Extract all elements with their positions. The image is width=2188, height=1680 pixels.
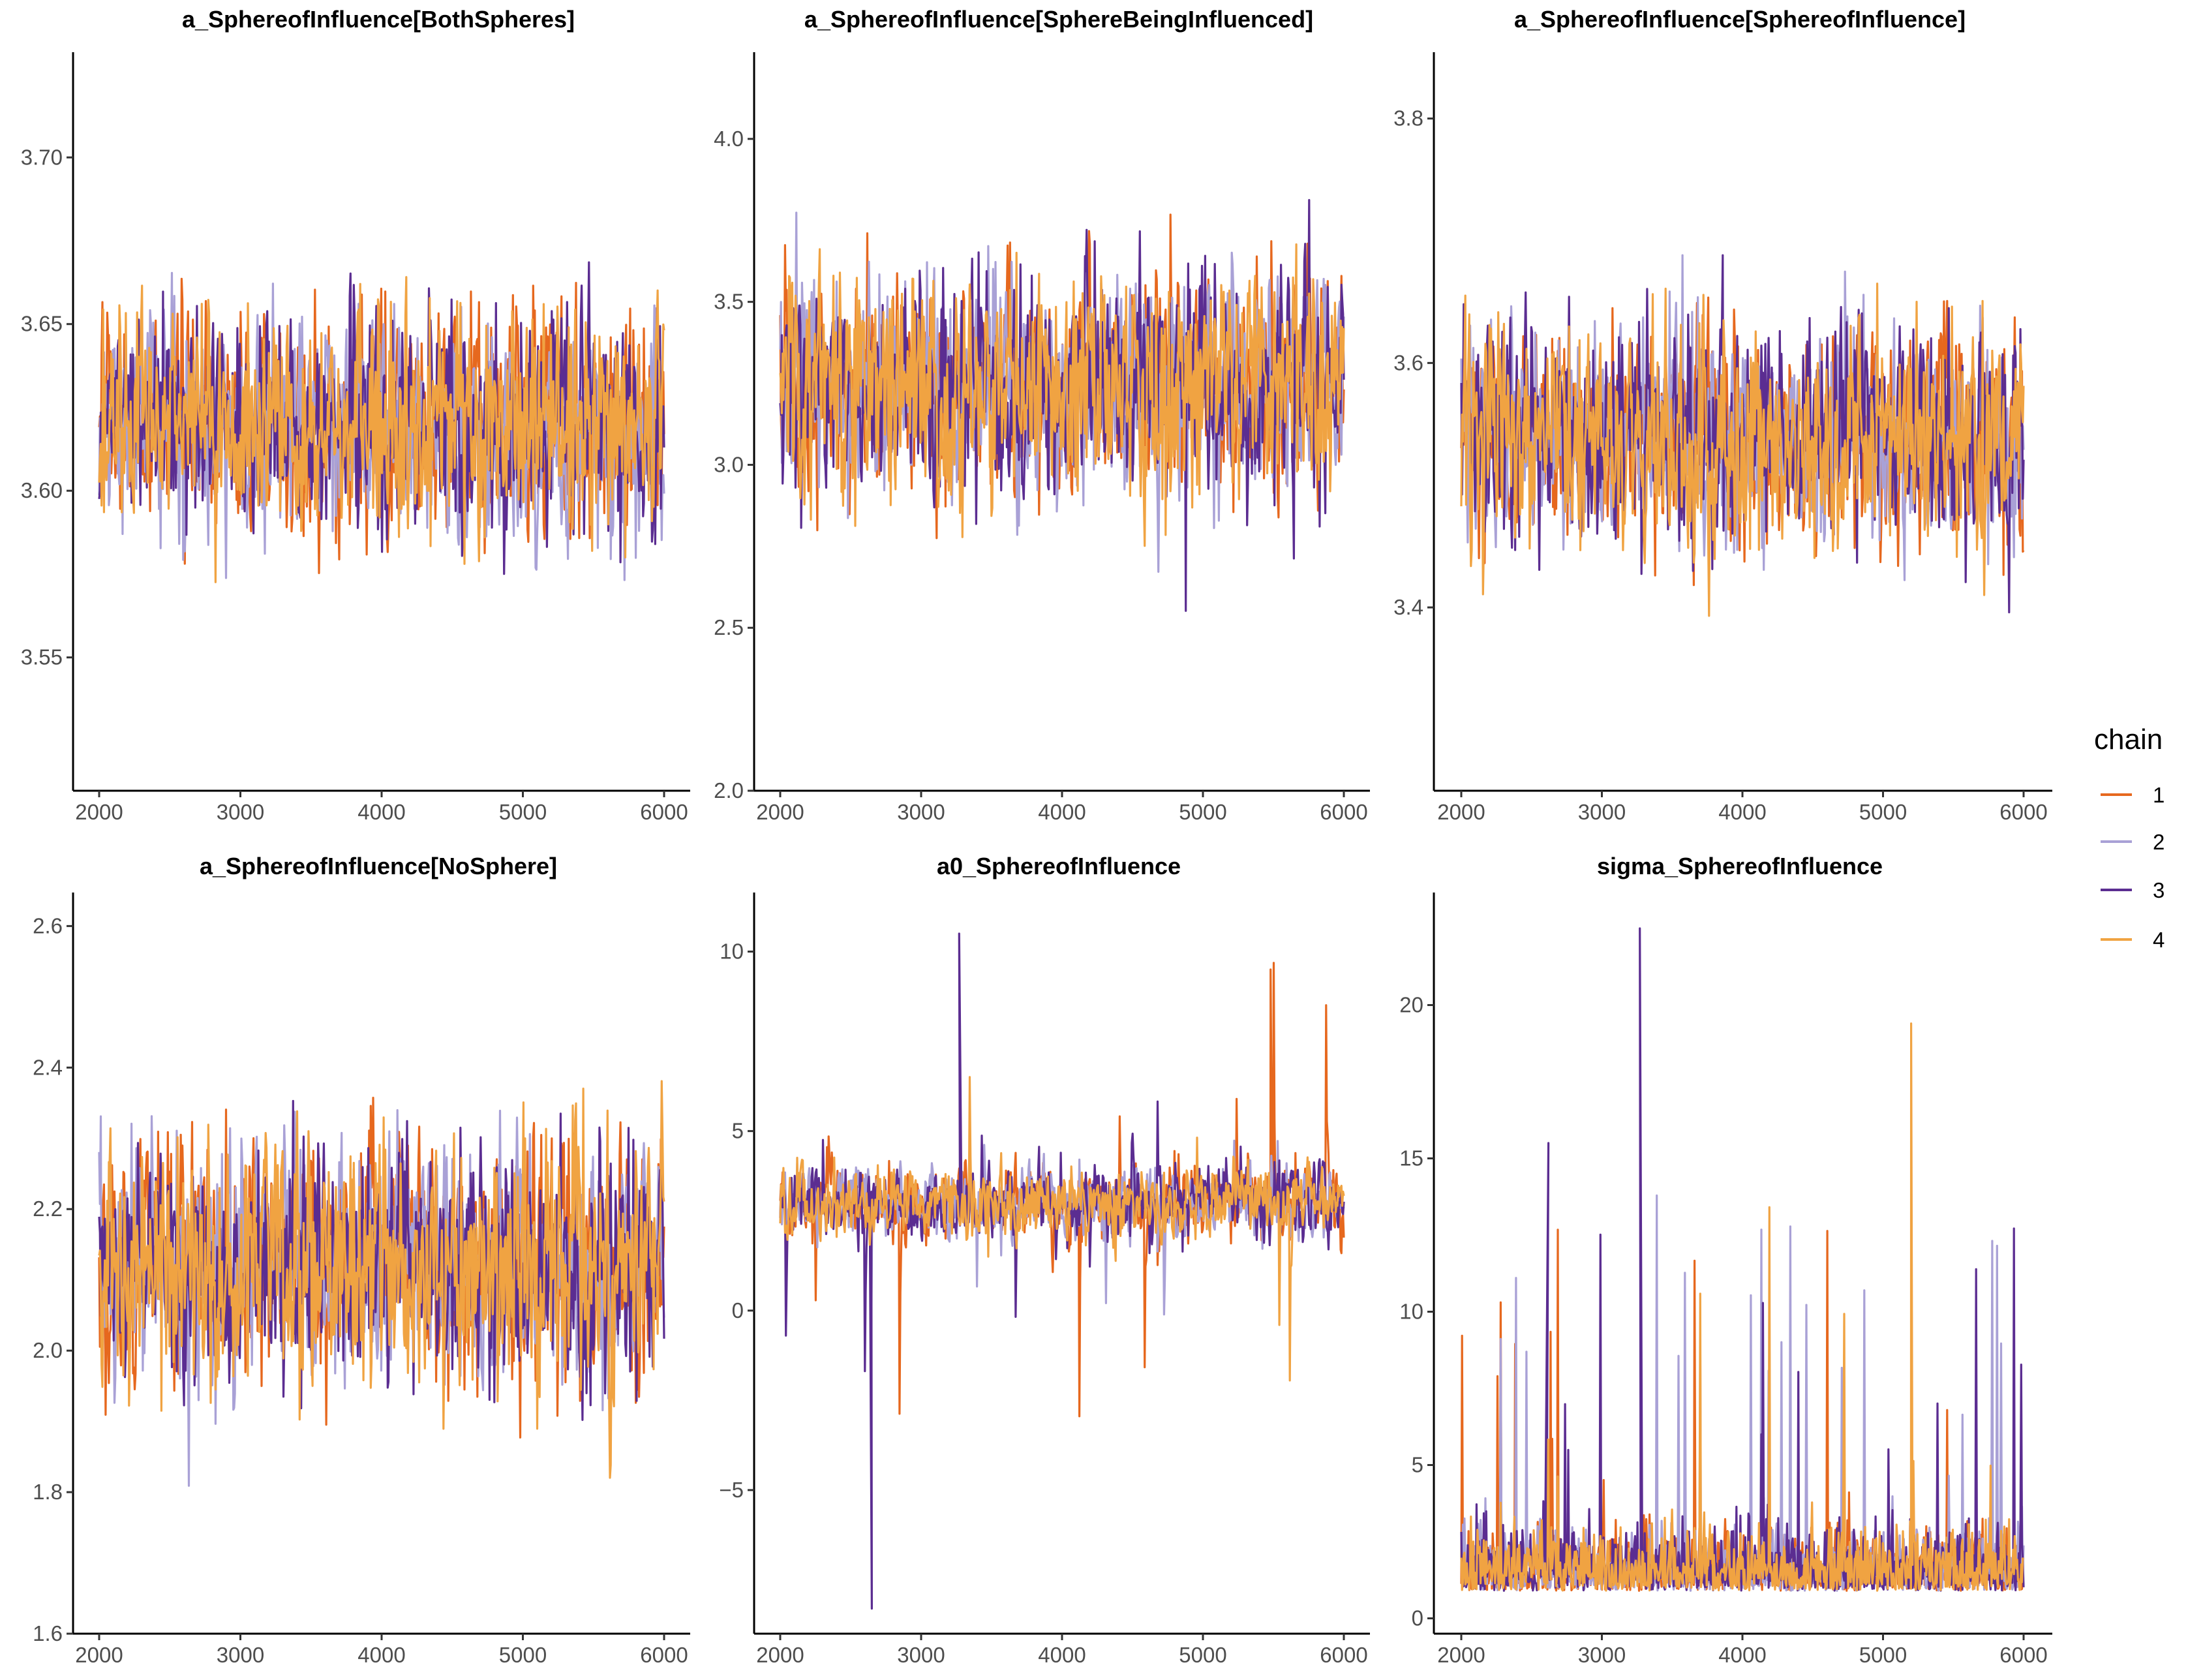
y-tick-label: 1.6 [33,1621,63,1645]
x-tick-label: 5000 [1859,1643,1907,1667]
y-tick-label: 1.8 [33,1480,63,1504]
x-tick-label: 3000 [1578,1643,1626,1667]
x-tick-label: 6000 [640,1643,688,1667]
y-tick-label: 5 [1412,1453,1423,1477]
x-tick-label: 6000 [640,800,688,824]
traces [779,199,1345,612]
x-tick-label: 3000 [897,800,945,824]
x-tick-label: 4000 [1038,800,1086,824]
x-tick-label: 2000 [1437,1643,1485,1667]
legend-entry-chain-4: 4 [2101,928,2165,952]
panel-4: a_SphereofInfluence[NoSphere] 1.6 1.8 2.0 2.… [33,853,690,1667]
panel-title: a_SphereofInfluence[BothSpheres] [182,6,575,33]
y-tick-label: 2.5 [714,615,744,639]
x-tick-label: 6000 [1320,800,1367,824]
panel-6: sigma_SphereofInfluence 0 5 10 15 20 2000 3000 4… [1399,853,2052,1667]
legend-entry-chain-1: 1 [2101,783,2165,807]
panel-title: a0_SphereofInfluence [937,853,1181,879]
panel-1: a_SphereofInfluence[BothSpheres] 3.55 3.60… [21,6,690,824]
x-tick-label: 3000 [217,1643,264,1667]
legend-label-chain-3: 3 [2153,878,2165,902]
x-tick-label: 5000 [499,800,547,824]
x-tick-label: 5000 [499,1643,547,1667]
traces [98,1080,665,1487]
panel-2: a_SphereofInfluence[SphereBeingInfluence… [714,6,1370,824]
panel-5: a0_SphereofInfluence −5 0 5 10 2000 3000 4000 50… [719,853,1370,1667]
x-tick-label: 6000 [1999,800,2047,824]
traces [779,932,1345,1610]
legend-title: chain [2094,724,2163,756]
panel-title: a_SphereofInfluence[SphereofInfluence] [1514,6,1966,33]
panel-title: a_SphereofInfluence[SphereBeingInfluence… [804,6,1313,33]
trace-chain-4 [1460,1022,2025,1592]
y-tick-label: 3.0 [714,452,744,476]
y-tick-label: 3.4 [1393,595,1423,619]
trace-chain-4 [98,276,665,583]
x-tick-label: 5000 [1179,800,1226,824]
x-tick-label: 6000 [1999,1643,2047,1667]
x-tick-label: 2000 [756,800,804,824]
x-tick-label: 4000 [357,1643,405,1667]
panels-group: a_SphereofInfluence[BothSpheres]3.553.60… [21,6,2052,1667]
legend-label-chain-2: 2 [2153,830,2165,854]
y-tick-label: 15 [1399,1146,1423,1170]
x-tick-label: 2000 [756,1643,804,1667]
trace-chain-4 [779,243,1345,547]
x-tick-label: 4000 [1038,1643,1086,1667]
legend-entry-chain-2: 2 [2101,830,2165,854]
x-tick-label: 4000 [357,800,405,824]
y-tick-label: 3.65 [21,312,63,336]
legend-entry-chain-3: 3 [2101,878,2165,902]
x-tick-label: 2000 [75,1643,123,1667]
y-tick-label: 10 [720,939,744,964]
x-tick-label: 3000 [217,800,264,824]
y-tick-label: 3.60 [21,478,63,502]
traces [98,261,665,583]
trace-chain-4 [98,1080,665,1479]
y-tick-label: 2.4 [33,1055,63,1079]
x-tick-label: 4000 [1718,1643,1766,1667]
y-tick-label: 3.70 [21,145,63,169]
y-tick-label: 2.2 [33,1197,63,1221]
y-tick-label: 3.8 [1393,106,1423,130]
y-tick-label: 3.6 [1393,350,1423,374]
traces [1460,254,2025,617]
y-tick-label: −5 [719,1478,744,1502]
trace-chain-3 [779,199,1345,612]
y-tick-label: 20 [1399,993,1423,1017]
x-tick-label: 2000 [75,800,123,824]
y-tick-label: 2.0 [714,778,744,802]
trace-chain-4 [1460,283,2025,617]
y-tick-label: 10 [1399,1300,1423,1324]
y-tick-label: 4.0 [714,127,744,151]
y-tick-label: 3.5 [714,290,744,314]
y-tick-label: 2.0 [33,1338,63,1362]
traces [1460,927,2025,1592]
x-tick-label: 5000 [1179,1643,1226,1667]
trace-chain-4 [779,1076,1345,1382]
x-tick-label: 6000 [1320,1643,1367,1667]
y-tick-label: 0 [732,1298,744,1322]
panel-3: a_SphereofInfluence[SphereofInfluence] 3.… [1393,6,2052,824]
panel-title: a_SphereofInfluence[NoSphere] [200,853,557,879]
y-tick-label: 2.6 [33,913,63,938]
x-tick-label: 4000 [1718,800,1766,824]
y-tick-label: 0 [1412,1606,1423,1630]
x-tick-label: 5000 [1859,800,1907,824]
panel-title: sigma_SphereofInfluence [1597,853,1883,879]
x-tick-label: 3000 [1578,800,1626,824]
legend-label-chain-4: 4 [2153,928,2165,952]
legend-label-chain-1: 1 [2153,783,2165,807]
y-tick-label: 3.55 [21,645,63,669]
y-tick-label: 5 [732,1119,744,1143]
x-tick-label: 3000 [897,1643,945,1667]
chain-legend: chain 1 2 3 4 [2094,724,2165,952]
x-tick-label: 2000 [1437,800,1485,824]
